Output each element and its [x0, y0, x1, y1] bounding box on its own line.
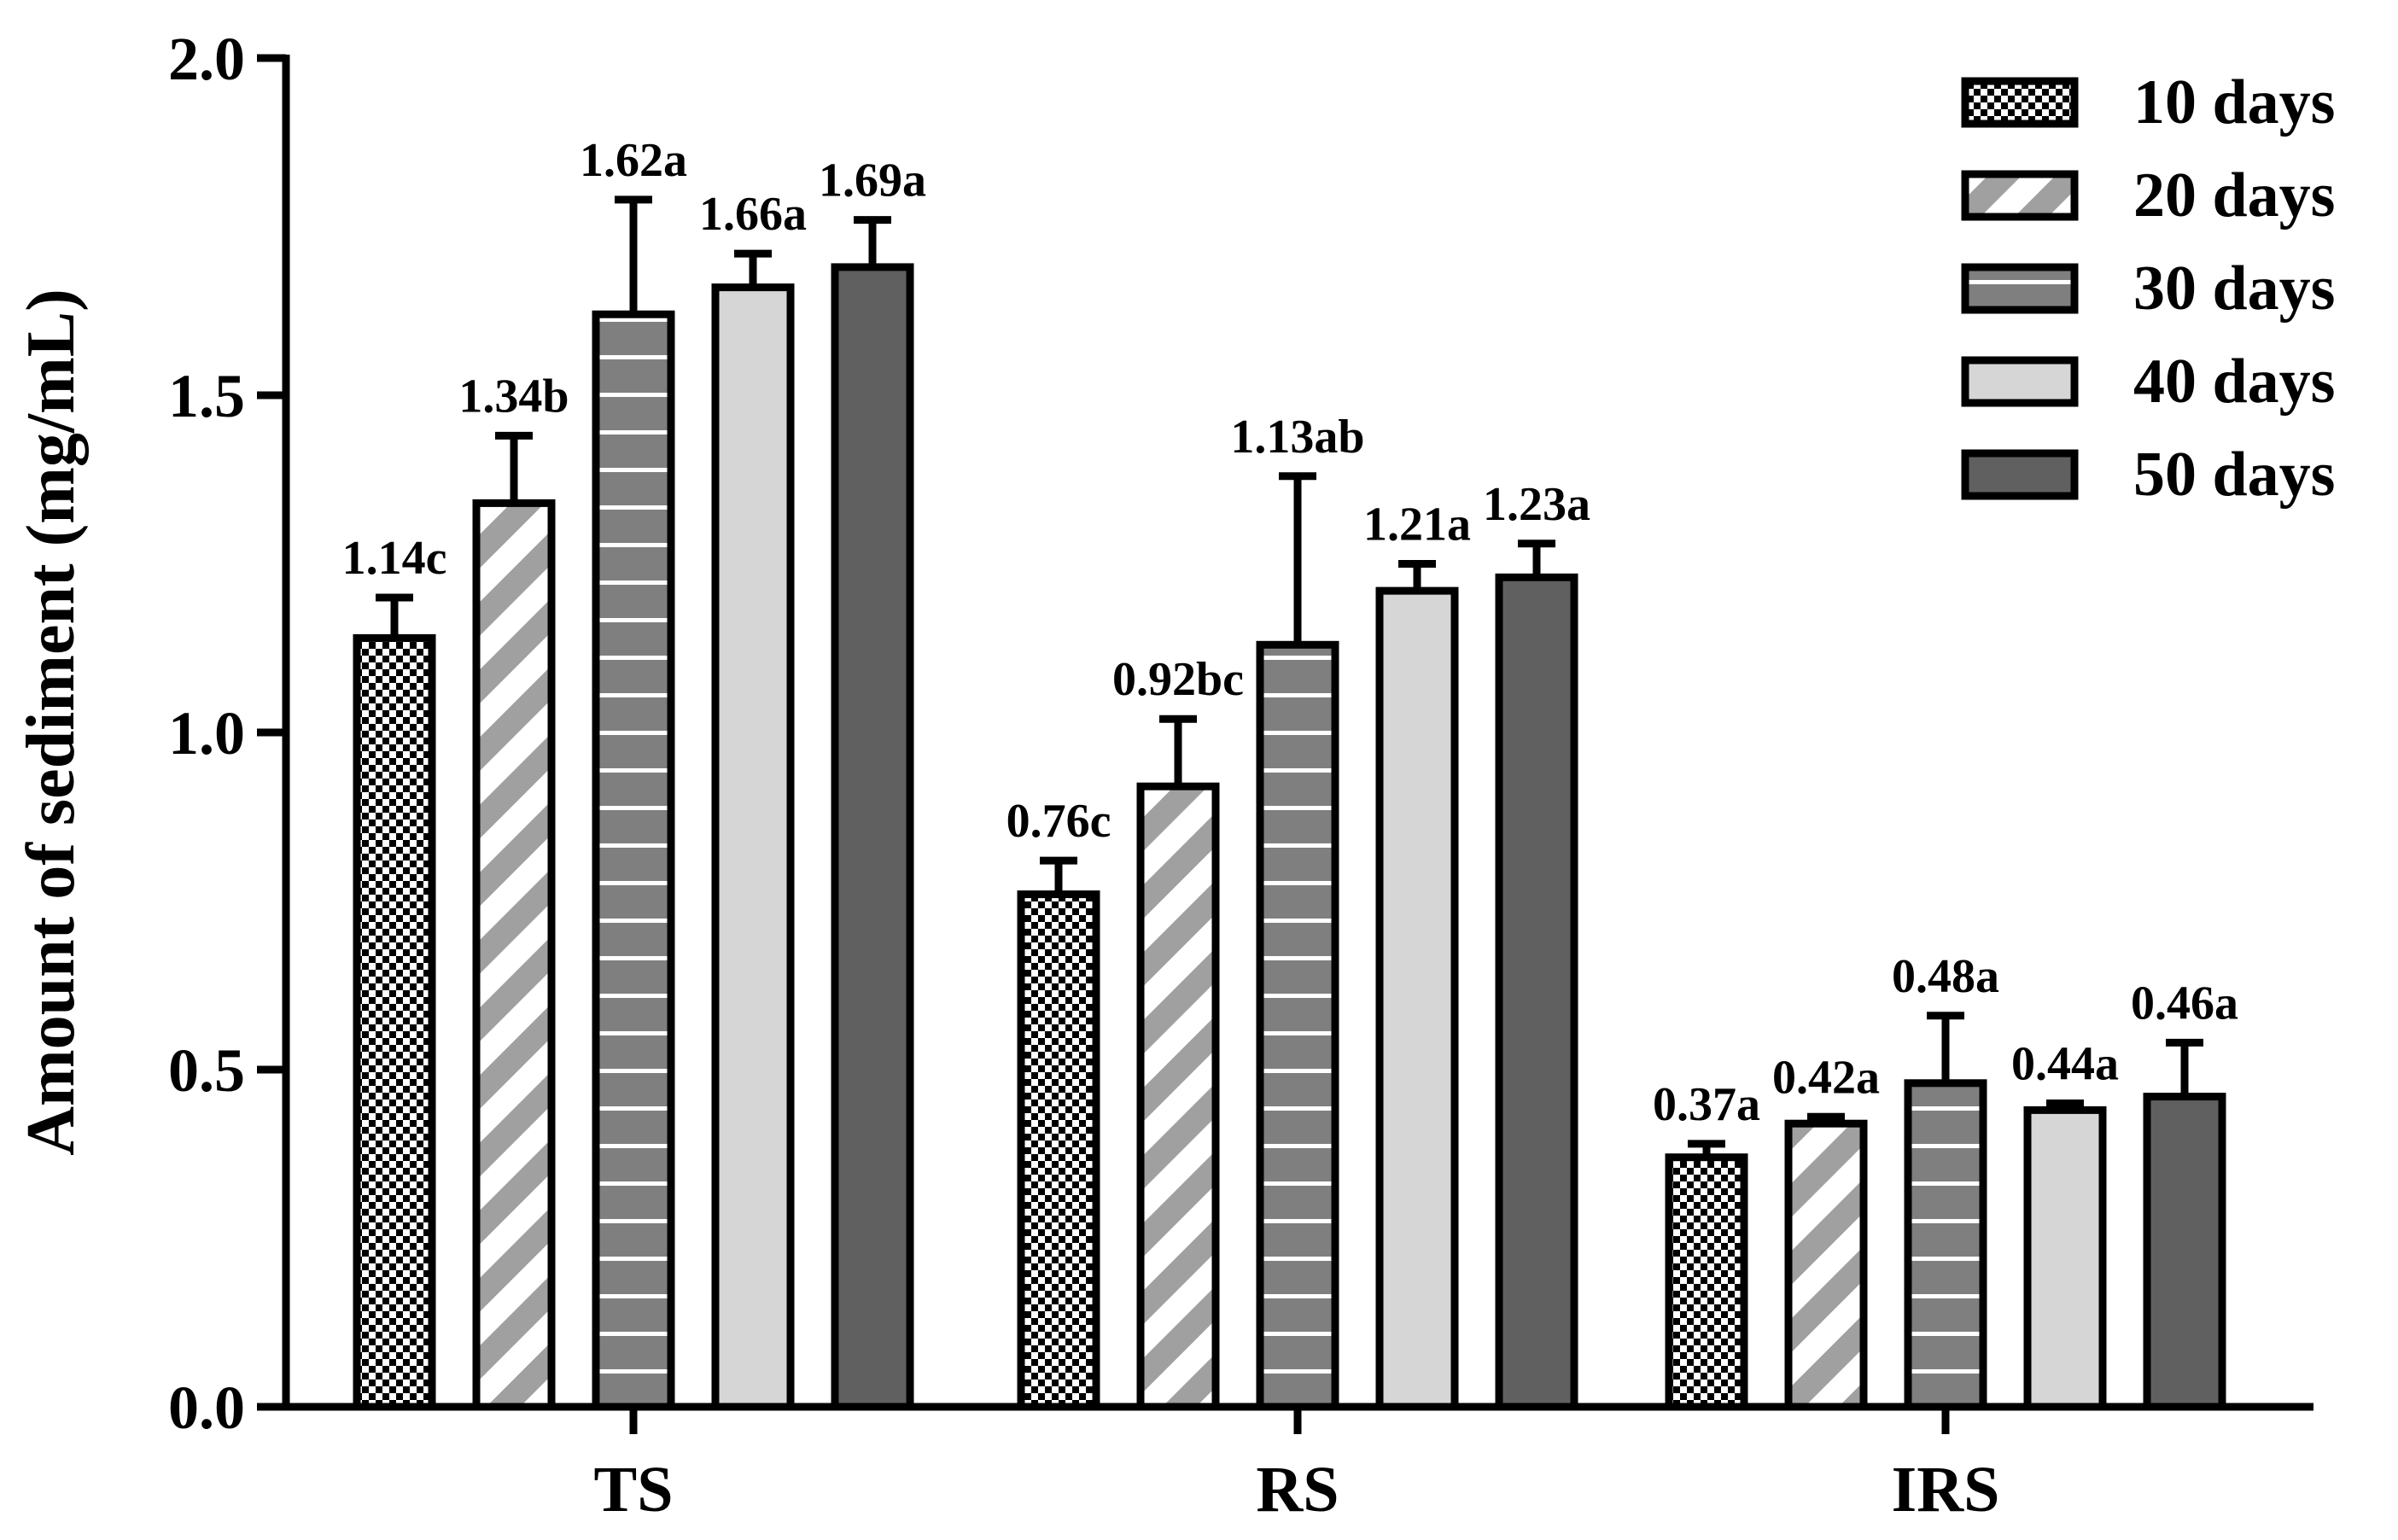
bar	[353, 633, 436, 1411]
legend-label: 50 days	[2133, 440, 2335, 510]
legend-swatch	[1961, 77, 2079, 128]
legend: 10 days 20 days 30 days 40 days 50 days	[1961, 67, 2335, 510]
x-tick-label: TS	[594, 1454, 674, 1525]
bar	[1375, 586, 1459, 1411]
y-tick-label: 0.0	[168, 1374, 245, 1442]
data-label: 0.48a	[1892, 950, 1999, 1003]
bar	[1495, 573, 1578, 1411]
legend-label: 10 days	[2133, 67, 2335, 137]
data-label: 1.13ab	[1230, 411, 1364, 464]
legend-swatch	[1961, 170, 2079, 221]
x-tick-label: IRS	[1892, 1454, 2000, 1525]
data-label: 1.66a	[699, 188, 807, 241]
data-label: 0.44a	[2011, 1038, 2119, 1091]
bars	[353, 195, 2226, 1411]
y-tick-label: 1.5	[168, 362, 245, 430]
bar	[2143, 1093, 2226, 1411]
bar	[472, 499, 556, 1411]
legend-label: 40 days	[2133, 347, 2335, 417]
y-tick-label: 2.0	[168, 25, 245, 93]
legend-swatch	[1961, 449, 2079, 500]
data-label: 0.92bc	[1112, 653, 1244, 706]
legend-label: 20 days	[2133, 160, 2335, 230]
data-label: 0.46a	[2131, 977, 2238, 1030]
legend-swatch	[1961, 263, 2079, 314]
bar	[831, 263, 914, 1411]
data-label: 1.69a	[819, 155, 926, 207]
bar	[1136, 782, 1220, 1411]
y-tick-label: 0.5	[168, 1036, 245, 1105]
bar	[1017, 890, 1100, 1411]
data-label: 1.23a	[1483, 478, 1590, 531]
bar	[1904, 1079, 1987, 1411]
bar	[711, 283, 795, 1411]
data-label: 1.62a	[580, 134, 687, 187]
bar	[2023, 1105, 2107, 1411]
data-label: 0.42a	[1772, 1051, 1880, 1104]
legend-label: 30 days	[2133, 254, 2335, 324]
y-tick-label: 1.0	[168, 699, 245, 767]
data-label: 1.21a	[1363, 499, 1471, 551]
data-label: 1.34b	[458, 370, 569, 423]
legend-swatch	[1961, 356, 2079, 407]
y-axis-title: Amount of sediment (mg/mL)	[14, 289, 89, 1155]
data-label: 0.37a	[1653, 1078, 1760, 1131]
bar	[1665, 1153, 1748, 1411]
x-tick-label: RS	[1256, 1454, 1339, 1525]
data-label: 0.76c	[1006, 795, 1111, 848]
bar	[592, 310, 675, 1411]
data-label: 1.14c	[342, 532, 447, 585]
bar	[1784, 1119, 1868, 1411]
bar	[1256, 640, 1339, 1411]
